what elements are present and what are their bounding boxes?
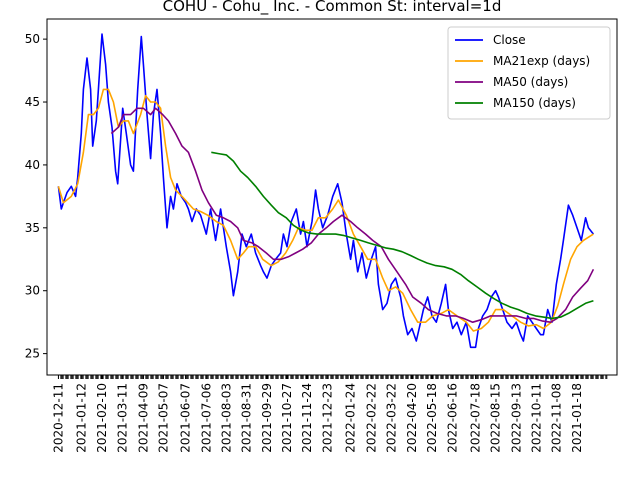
- x-axis: 2020-12-11 2021-01-12 2021-02-10 2021-03-11…: [51, 375, 608, 453]
- x-tick-label: 2021-11-24: [300, 383, 314, 453]
- series-line-ma21exp-days: [57, 88, 594, 332]
- legend-label: MA150 (days): [493, 96, 576, 110]
- x-tick-label: 2021-10-27: [280, 383, 294, 453]
- x-tick-label: 2020-12-11: [51, 383, 65, 453]
- y-tick-label: 30: [25, 284, 40, 298]
- x-tick-label: 2022-11-08: [549, 383, 563, 453]
- x-tick-label: 2022-10-11: [529, 383, 543, 453]
- x-tick-label: 2022-06-16: [446, 383, 460, 453]
- x-tick-label: 2021-08-31: [239, 383, 253, 453]
- x-tick-label: 2022-08-15: [489, 383, 503, 453]
- y-tick-label: 40: [25, 158, 40, 172]
- x-tick-label: 2021-08-03: [219, 383, 233, 453]
- x-tick-label: 2021-02-10: [95, 383, 109, 453]
- x-tick-label: 2022-09-13: [509, 383, 523, 453]
- x-tick-label: 2022-01-24: [344, 383, 358, 453]
- legend: Close MA21exp (days) MA50 (days) MA150 (day…: [447, 26, 611, 120]
- y-tick-label: 50: [25, 32, 40, 46]
- y-tick-label: 45: [25, 95, 40, 109]
- x-tick-label: 2022-02-22: [364, 383, 378, 453]
- x-tick-label: 2021-03-11: [116, 383, 130, 453]
- x-tick-label: 2021-01-18: [570, 383, 584, 453]
- legend-label: MA21exp (days): [493, 54, 590, 68]
- x-tick-label: 2022-07-18: [469, 383, 483, 453]
- x-tick-label: 2021-05-07: [156, 383, 170, 453]
- chart-title: COHU - Cohu_ Inc. - Common St: interval=…: [163, 0, 502, 16]
- y-axis: 25 30 35 40 45 50: [25, 32, 47, 361]
- x-tick-label: 2021-07-06: [199, 383, 213, 453]
- x-tick-label: 2021-01-12: [74, 383, 88, 453]
- legend-box: [447, 26, 611, 120]
- y-tick-label: 25: [25, 347, 40, 361]
- legend-label: MA50 (days): [493, 75, 568, 89]
- x-tick-label: 2021-06-07: [179, 383, 193, 453]
- legend-label: Close: [493, 33, 526, 47]
- x-tick-label: 2022-03-22: [384, 383, 398, 453]
- series-line-ma150-days: [211, 151, 594, 320]
- x-tick-label: 2021-09-29: [260, 383, 274, 453]
- x-tick-label: 2021-04-09: [136, 383, 150, 453]
- series-line-ma50-days: [110, 107, 595, 323]
- x-tick-label: 2022-04-20: [405, 383, 419, 453]
- x-tick-label: 2021-12-23: [321, 383, 335, 453]
- y-tick-label: 35: [25, 221, 40, 235]
- x-tick-label: 2022-05-18: [425, 383, 439, 453]
